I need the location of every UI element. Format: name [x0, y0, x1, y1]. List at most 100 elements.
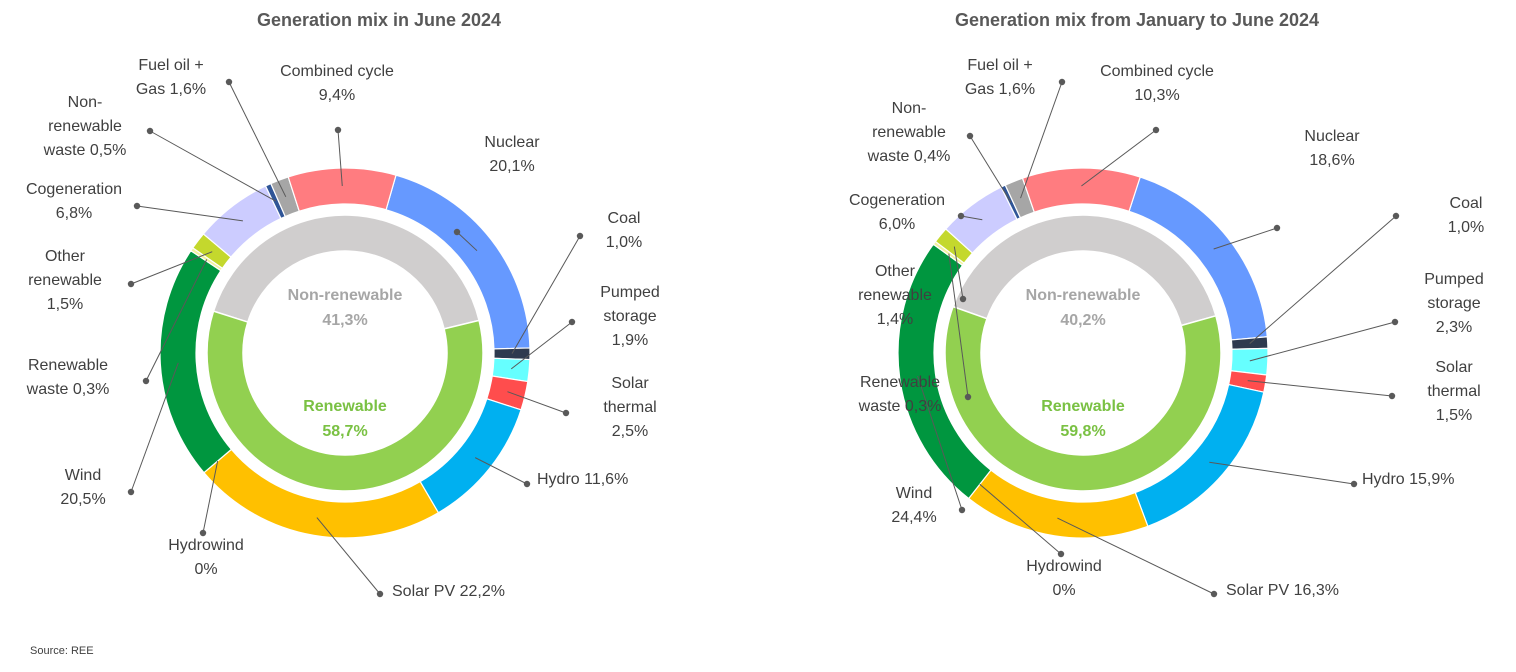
- leader-line-pumped-storage: [1249, 321, 1396, 362]
- data-label-combined-cycle: Combined cycle 10,3%: [1100, 63, 1214, 104]
- leader-line-hydrowind: [979, 483, 1062, 555]
- center-label-non-renewable: Non-renewable: [1026, 287, 1141, 304]
- leader-dot-combined-cycle: [1152, 126, 1160, 134]
- leader-line-other-renewable: [130, 251, 213, 285]
- center-value-non-renewable: 40,2%: [1060, 312, 1105, 329]
- center-label-renewable: Renewable: [303, 398, 387, 415]
- slice-combined-cycle: [1021, 167, 1141, 213]
- donut-chart-june: Non-renewable 41,3% Renewable 58,7% Nuclear 2…: [26, 57, 660, 600]
- leader-line-combined-cycle: [337, 129, 343, 187]
- slice-combined-cycle: [287, 167, 397, 212]
- leader-dot-nuclear: [1273, 224, 1281, 232]
- leader-dot-solar-thermal: [1388, 392, 1396, 400]
- leader-line-solar-pv: [316, 517, 381, 595]
- leader-dot-fuel-gas: [1058, 78, 1066, 86]
- leader-dot-coal: [576, 232, 584, 240]
- leader-dot-hydrowind: [199, 529, 207, 537]
- data-label-solar-pv: Solar PV 16,3%: [1226, 582, 1339, 599]
- leader-line-nuclear: [456, 231, 478, 252]
- data-label-pumped-storage: Pumped storage 1,9%: [600, 284, 660, 349]
- leader-line-coal: [511, 235, 581, 354]
- data-label-solar-thermal: Solar thermal 2,5%: [603, 375, 656, 440]
- leader-dot-nuclear: [453, 228, 461, 236]
- data-label-hydro: Hydro 11,6%: [537, 471, 628, 488]
- leader-dot-renewable-waste: [964, 393, 972, 401]
- source-note: Source: REE: [30, 645, 94, 657]
- leader-dot-hydro: [523, 480, 531, 488]
- inner-slice-inner-non-renewable: [212, 214, 481, 330]
- leader-line-renewable-waste: [145, 259, 208, 382]
- chart-jan-jun-2024: Generation mix from January to June 2024…: [758, 0, 1516, 640]
- leader-dot-wind: [127, 488, 135, 496]
- leader-line-cogeneration: [960, 215, 983, 221]
- data-label-fuel-gas: Fuel oil + Gas 1,6%: [965, 57, 1035, 98]
- center-label-non-renewable: Non-renewable: [288, 287, 403, 304]
- leader-dot-pumped-storage: [1391, 318, 1399, 326]
- data-label-solar-thermal: Solar thermal 1,5%: [1427, 359, 1480, 424]
- leader-dot-solar-thermal: [562, 409, 570, 417]
- leader-dot-cogeneration: [957, 212, 965, 220]
- data-label-fuel-gas: Fuel oil + Gas 1,6%: [136, 57, 206, 98]
- data-label-renewable-waste: Renewable waste 0,3%: [858, 374, 942, 415]
- inner-slice-inner-renewable: [206, 310, 484, 492]
- leader-line-hydrowind: [202, 460, 219, 534]
- leader-line-nuclear: [1213, 227, 1278, 250]
- center-label-renewable: Renewable: [1041, 398, 1125, 415]
- chart-title: Generation mix in June 2024: [256, 10, 502, 30]
- data-label-cogeneration: Cogeneration 6,8%: [26, 181, 122, 222]
- leader-line-wind: [917, 375, 963, 511]
- center-value-renewable: 59,8%: [1060, 423, 1105, 440]
- leader-dot-solar-pv: [1210, 590, 1218, 598]
- leader-line-renewable-waste: [948, 253, 969, 398]
- leader-dot-pumped-storage: [568, 318, 576, 326]
- data-label-other-renewable: Other renewable 1,4%: [858, 263, 932, 328]
- slice-coal: [493, 347, 531, 361]
- data-label-nuclear: Nuclear 18,6%: [1304, 128, 1360, 169]
- leader-line-coal: [1249, 215, 1397, 344]
- chart-title: Generation mix from January to June 2024: [954, 10, 1320, 30]
- data-label-cogeneration: Cogeneration 6,0%: [849, 192, 945, 233]
- center-value-non-renewable: 41,3%: [322, 312, 367, 329]
- inner-slice-inner-non-renewable: [952, 214, 1217, 327]
- data-label-hydro: Hydro 15,9%: [1362, 471, 1455, 488]
- leader-dot-solar-pv: [376, 590, 384, 598]
- leader-dot-cogeneration: [133, 202, 141, 210]
- leader-line-combined-cycle: [1081, 129, 1157, 187]
- leader-dot-fuel-gas: [225, 78, 233, 86]
- leader-line-pumped-storage: [510, 321, 573, 370]
- leader-line-hydro: [1209, 461, 1355, 485]
- data-label-wind: Wind 24,4%: [891, 485, 936, 526]
- leader-dot-other-renewable: [127, 280, 135, 288]
- data-label-hydrowind: Hydrowind 0%: [1026, 558, 1102, 599]
- data-label-nuclear: Nuclear 20,1%: [484, 134, 540, 175]
- leader-dot-wind: [958, 506, 966, 514]
- leader-line-other-renewable: [953, 246, 964, 300]
- data-label-pumped-storage: Pumped storage 2,3%: [1424, 271, 1484, 336]
- leader-dot-non-renewable-waste: [146, 127, 154, 135]
- data-label-coal: Coal 1,0%: [1448, 195, 1484, 236]
- leader-line-fuel-gas: [1020, 81, 1063, 199]
- donut-chart-jan-jun: Non-renewable 40,2% Renewable 59,8% Nuclear 1…: [849, 57, 1484, 599]
- leader-dot-combined-cycle: [334, 126, 342, 134]
- data-label-renewable-waste: Renewable waste 0,3%: [26, 357, 110, 398]
- leader-line-fuel-gas: [228, 81, 287, 198]
- data-label-wind: Wind 20,5%: [60, 467, 105, 508]
- leader-line-solar-thermal: [507, 391, 567, 414]
- leader-dot-non-renewable-waste: [966, 132, 974, 140]
- leader-dot-renewable-waste: [142, 377, 150, 385]
- leader-dot-coal: [1392, 212, 1400, 220]
- leader-dot-hydro: [1350, 480, 1358, 488]
- leader-line-cogeneration: [136, 205, 243, 222]
- data-label-non-renewable-waste: Non-renewable waste 0,5%: [43, 94, 127, 159]
- leader-line-non-renewable-waste: [969, 135, 1012, 203]
- inner-slice-inner-renewable: [944, 305, 1222, 492]
- data-label-coal: Coal 1,0%: [606, 210, 642, 251]
- leader-line-wind: [130, 362, 179, 493]
- data-label-hydrowind: Hydrowind 0%: [168, 537, 244, 578]
- data-label-other-renewable: Other renewable 1,5%: [28, 248, 102, 313]
- leader-line-non-renewable-waste: [149, 130, 276, 202]
- leader-line-solar-thermal: [1247, 380, 1393, 397]
- data-label-combined-cycle: Combined cycle 9,4%: [280, 63, 394, 104]
- leader-dot-other-renewable: [959, 295, 967, 303]
- center-value-renewable: 58,7%: [322, 423, 367, 440]
